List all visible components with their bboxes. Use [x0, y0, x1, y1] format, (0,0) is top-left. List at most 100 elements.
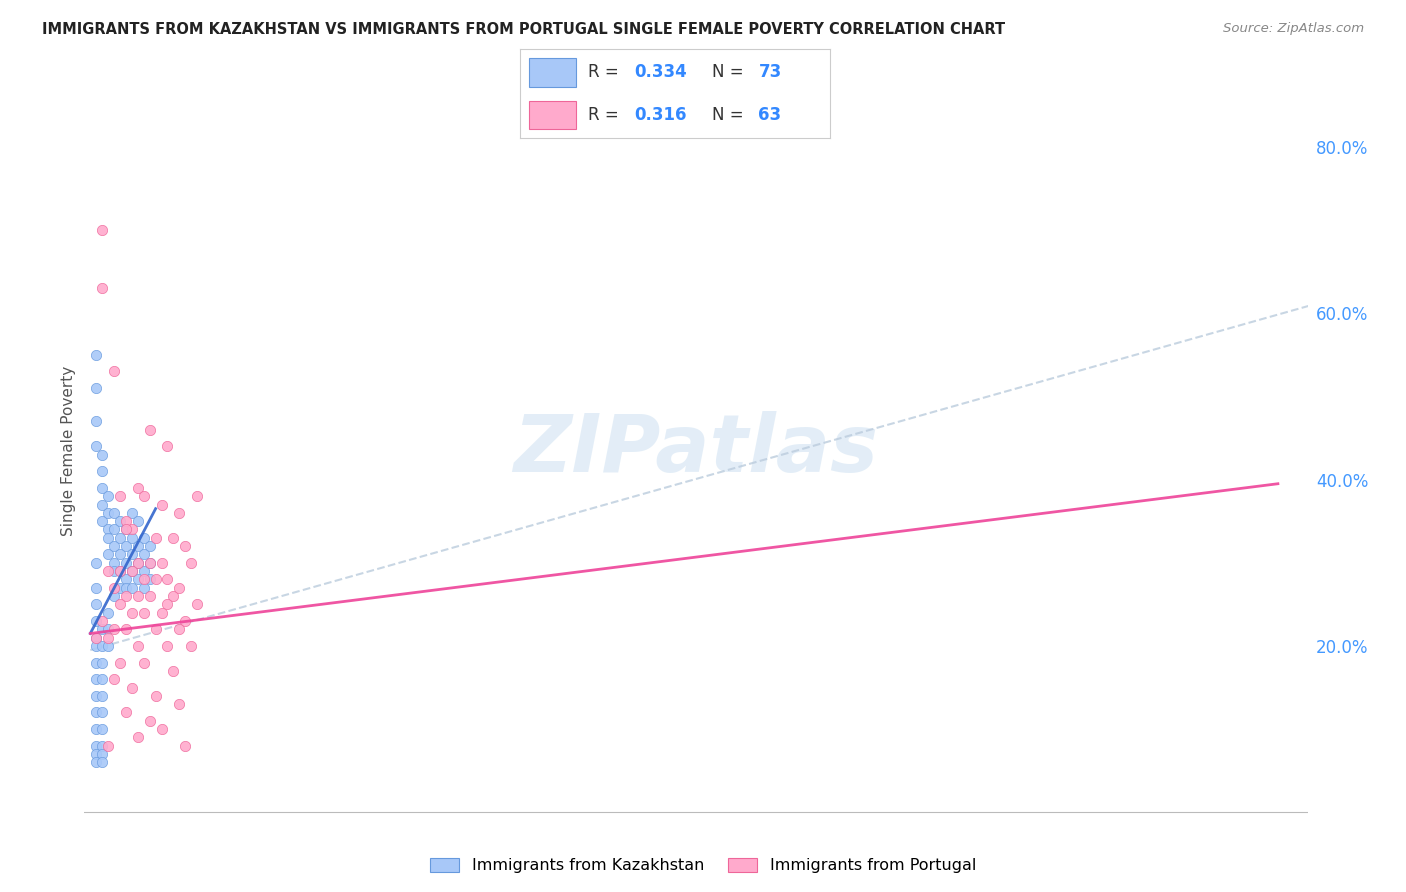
- Point: [121, 548, 143, 562]
- Point: [145, 623, 167, 637]
- Point: [132, 581, 155, 595]
- Point: [91, 623, 114, 637]
- Point: [91, 739, 114, 753]
- Point: [121, 506, 143, 520]
- Point: [97, 639, 120, 653]
- Point: [97, 631, 120, 645]
- Point: [84, 581, 107, 595]
- Point: [97, 564, 120, 578]
- Point: [91, 639, 114, 653]
- Point: [127, 514, 149, 528]
- Point: [108, 548, 131, 562]
- Point: [91, 656, 114, 670]
- Point: [91, 722, 114, 736]
- Point: [84, 614, 107, 628]
- FancyBboxPatch shape: [530, 101, 576, 129]
- Point: [108, 564, 131, 578]
- Point: [108, 514, 131, 528]
- Point: [169, 581, 191, 595]
- Point: [108, 564, 131, 578]
- Point: [127, 573, 149, 587]
- Point: [132, 606, 155, 620]
- Point: [127, 539, 149, 553]
- Text: R =: R =: [588, 106, 624, 124]
- Point: [186, 598, 208, 612]
- Point: [97, 523, 120, 537]
- Point: [138, 589, 160, 603]
- Point: [115, 706, 138, 720]
- Point: [91, 498, 114, 512]
- Point: [91, 706, 114, 720]
- Point: [138, 714, 160, 728]
- Point: [115, 523, 138, 537]
- Point: [108, 598, 131, 612]
- Point: [115, 623, 138, 637]
- Point: [121, 564, 143, 578]
- Point: [84, 414, 107, 428]
- Point: [108, 489, 131, 503]
- Point: [97, 606, 120, 620]
- Point: [103, 564, 125, 578]
- Point: [150, 606, 173, 620]
- Point: [121, 564, 143, 578]
- Point: [103, 556, 125, 570]
- Text: R =: R =: [588, 63, 624, 81]
- Text: N =: N =: [711, 106, 749, 124]
- Point: [121, 531, 143, 545]
- Text: ZIPatlas: ZIPatlas: [513, 411, 879, 490]
- Point: [162, 664, 184, 678]
- Point: [180, 556, 202, 570]
- Text: 0.334: 0.334: [634, 63, 688, 81]
- Point: [132, 573, 155, 587]
- Point: [91, 672, 114, 686]
- Point: [169, 506, 191, 520]
- Text: 0.316: 0.316: [634, 106, 688, 124]
- Point: [121, 681, 143, 695]
- Point: [150, 556, 173, 570]
- Point: [84, 656, 107, 670]
- Point: [91, 281, 114, 295]
- Point: [84, 348, 107, 362]
- Point: [91, 689, 114, 703]
- Point: [103, 623, 125, 637]
- FancyBboxPatch shape: [530, 58, 576, 87]
- Point: [150, 498, 173, 512]
- Point: [115, 589, 138, 603]
- Point: [138, 556, 160, 570]
- Point: [97, 548, 120, 562]
- Point: [186, 489, 208, 503]
- Point: [156, 439, 179, 453]
- Point: [115, 514, 138, 528]
- Point: [115, 573, 138, 587]
- Point: [103, 364, 125, 378]
- Point: [84, 756, 107, 770]
- Point: [91, 747, 114, 761]
- Point: [91, 614, 114, 628]
- Point: [91, 514, 114, 528]
- Y-axis label: Single Female Poverty: Single Female Poverty: [60, 366, 76, 535]
- Point: [91, 223, 114, 237]
- Point: [180, 639, 202, 653]
- Point: [108, 656, 131, 670]
- Point: [103, 523, 125, 537]
- Point: [97, 489, 120, 503]
- Point: [156, 573, 179, 587]
- Point: [84, 747, 107, 761]
- Point: [169, 697, 191, 711]
- Point: [174, 614, 197, 628]
- Point: [84, 381, 107, 395]
- Point: [156, 639, 179, 653]
- Point: [115, 523, 138, 537]
- Point: [103, 581, 125, 595]
- Point: [156, 598, 179, 612]
- Point: [84, 706, 107, 720]
- Point: [174, 539, 197, 553]
- Point: [127, 481, 149, 495]
- Point: [115, 581, 138, 595]
- Point: [138, 423, 160, 437]
- Point: [84, 556, 107, 570]
- Point: [115, 539, 138, 553]
- Point: [84, 631, 107, 645]
- Point: [132, 548, 155, 562]
- Point: [121, 523, 143, 537]
